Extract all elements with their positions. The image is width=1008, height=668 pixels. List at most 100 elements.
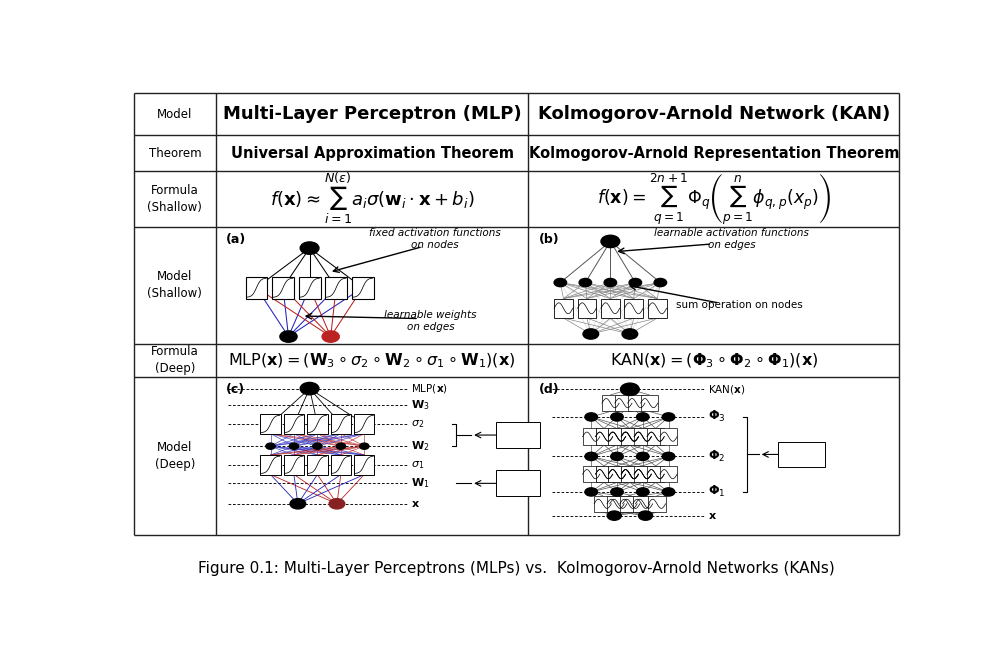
FancyBboxPatch shape — [609, 428, 626, 445]
Text: learnable activation functions
on edges: learnable activation functions on edges — [654, 228, 808, 250]
Circle shape — [611, 452, 623, 460]
FancyBboxPatch shape — [621, 466, 638, 482]
Text: Model: Model — [157, 108, 193, 121]
FancyBboxPatch shape — [647, 428, 664, 445]
Circle shape — [604, 279, 617, 287]
FancyBboxPatch shape — [647, 466, 664, 482]
FancyBboxPatch shape — [246, 277, 267, 299]
Text: (b): (b) — [538, 233, 559, 246]
Circle shape — [266, 443, 275, 450]
Text: learnable weights
on edges: learnable weights on edges — [384, 311, 477, 332]
FancyBboxPatch shape — [583, 466, 600, 482]
Text: nonlinear,
fixed: nonlinear, fixed — [496, 426, 540, 445]
Text: Kolmogorov-Arnold Network (KAN): Kolmogorov-Arnold Network (KAN) — [537, 105, 890, 123]
FancyBboxPatch shape — [609, 466, 626, 482]
FancyBboxPatch shape — [633, 496, 650, 512]
Circle shape — [654, 279, 666, 287]
Text: $\mathrm{MLP}(\mathbf{x}) = (\mathbf{W}_3 \circ \sigma_2 \circ \mathbf{W}_2 \cir: $\mathrm{MLP}(\mathbf{x}) = (\mathbf{W}_… — [229, 351, 516, 369]
FancyBboxPatch shape — [621, 428, 638, 445]
FancyBboxPatch shape — [596, 466, 613, 482]
Text: fixed activation functions
on nodes: fixed activation functions on nodes — [369, 228, 500, 250]
FancyBboxPatch shape — [648, 496, 665, 512]
Circle shape — [300, 383, 319, 395]
Circle shape — [585, 413, 598, 421]
Circle shape — [583, 329, 599, 339]
FancyBboxPatch shape — [607, 496, 624, 512]
Text: Universal Approximation Theorem: Universal Approximation Theorem — [231, 146, 514, 161]
Text: $f(\mathbf{x}) = \sum_{q=1}^{2n+1} \Phi_q \left(\sum_{p=1}^{n} \phi_{q,p}(x_p)\r: $f(\mathbf{x}) = \sum_{q=1}^{2n+1} \Phi_… — [597, 171, 831, 226]
Text: $\sigma_2$: $\sigma_2$ — [411, 418, 424, 430]
FancyBboxPatch shape — [284, 455, 304, 474]
Circle shape — [323, 331, 340, 342]
FancyBboxPatch shape — [260, 414, 280, 434]
Circle shape — [312, 443, 323, 450]
Circle shape — [360, 443, 369, 450]
FancyBboxPatch shape — [624, 299, 643, 318]
FancyBboxPatch shape — [496, 422, 540, 448]
FancyBboxPatch shape — [634, 428, 651, 445]
Text: $\mathbf{\Phi}_1$: $\mathbf{\Phi}_1$ — [708, 484, 726, 500]
Circle shape — [662, 413, 674, 421]
Text: Formula
(Deep): Formula (Deep) — [151, 345, 199, 375]
FancyBboxPatch shape — [647, 428, 664, 445]
Circle shape — [622, 329, 638, 339]
Circle shape — [601, 235, 620, 248]
FancyBboxPatch shape — [778, 442, 826, 468]
FancyBboxPatch shape — [634, 466, 651, 482]
Text: $\mathrm{KAN}(\mathbf{x})$: $\mathrm{KAN}(\mathbf{x})$ — [708, 383, 746, 396]
Text: Model
(Shallow): Model (Shallow) — [147, 270, 203, 300]
FancyBboxPatch shape — [634, 466, 651, 482]
Text: $\mathbf{x}$: $\mathbf{x}$ — [411, 499, 420, 509]
Circle shape — [300, 242, 319, 255]
Text: (a): (a) — [226, 233, 246, 246]
Text: nonlinear,
learnable: nonlinear, learnable — [779, 445, 824, 464]
Text: $\sigma_1$: $\sigma_1$ — [411, 459, 424, 471]
Circle shape — [611, 488, 623, 496]
FancyBboxPatch shape — [596, 428, 613, 445]
FancyBboxPatch shape — [621, 466, 638, 482]
FancyBboxPatch shape — [554, 299, 573, 318]
FancyBboxPatch shape — [660, 428, 677, 445]
FancyBboxPatch shape — [620, 496, 637, 512]
Text: $\mathbf{\Phi}_2$: $\mathbf{\Phi}_2$ — [708, 449, 726, 464]
FancyBboxPatch shape — [307, 455, 328, 474]
FancyBboxPatch shape — [621, 428, 638, 445]
Circle shape — [336, 443, 346, 450]
FancyBboxPatch shape — [601, 299, 620, 318]
Circle shape — [290, 498, 305, 509]
FancyBboxPatch shape — [583, 428, 600, 445]
FancyBboxPatch shape — [621, 428, 638, 445]
Circle shape — [636, 452, 649, 460]
Circle shape — [329, 498, 345, 509]
Circle shape — [638, 511, 652, 520]
Text: Theorem: Theorem — [148, 147, 202, 160]
FancyBboxPatch shape — [602, 395, 619, 411]
Circle shape — [662, 452, 674, 460]
FancyBboxPatch shape — [660, 466, 677, 482]
Circle shape — [607, 511, 621, 520]
Circle shape — [585, 488, 598, 496]
FancyBboxPatch shape — [284, 414, 304, 434]
Text: $\mathrm{MLP}(\mathbf{x})$: $\mathrm{MLP}(\mathbf{x})$ — [411, 382, 448, 395]
Text: sum operation on nodes: sum operation on nodes — [676, 300, 802, 310]
FancyBboxPatch shape — [352, 277, 374, 299]
Circle shape — [585, 452, 598, 460]
Text: $\mathrm{KAN}(\mathbf{x}) = (\mathbf{\Phi}_3 \circ \mathbf{\Phi}_2 \circ \mathbf: $\mathrm{KAN}(\mathbf{x}) = (\mathbf{\Ph… — [610, 351, 818, 369]
FancyBboxPatch shape — [615, 395, 632, 411]
Circle shape — [580, 279, 592, 287]
FancyBboxPatch shape — [648, 299, 666, 318]
Circle shape — [636, 413, 649, 421]
FancyBboxPatch shape — [596, 428, 613, 445]
FancyBboxPatch shape — [272, 277, 294, 299]
Text: linear,
learnable: linear, learnable — [497, 474, 539, 493]
FancyBboxPatch shape — [326, 277, 347, 299]
Text: $\mathbf{\Phi}_3$: $\mathbf{\Phi}_3$ — [708, 409, 726, 424]
FancyBboxPatch shape — [609, 466, 626, 482]
Circle shape — [621, 383, 639, 395]
Text: (c): (c) — [226, 383, 245, 395]
Text: Figure 0.1: Multi-Layer Perceptrons (MLPs) vs.  Kolmogorov-Arnold Networks (KANs: Figure 0.1: Multi-Layer Perceptrons (MLP… — [199, 561, 835, 576]
Text: $\mathbf{W}_2$: $\mathbf{W}_2$ — [411, 440, 429, 453]
FancyBboxPatch shape — [634, 466, 651, 482]
Text: (d): (d) — [538, 383, 559, 395]
Text: $f(\mathbf{x}) \approx \sum_{i=1}^{N(\epsilon)} a_i\sigma(\mathbf{w}_i \cdot \ma: $f(\mathbf{x}) \approx \sum_{i=1}^{N(\ep… — [270, 171, 475, 227]
